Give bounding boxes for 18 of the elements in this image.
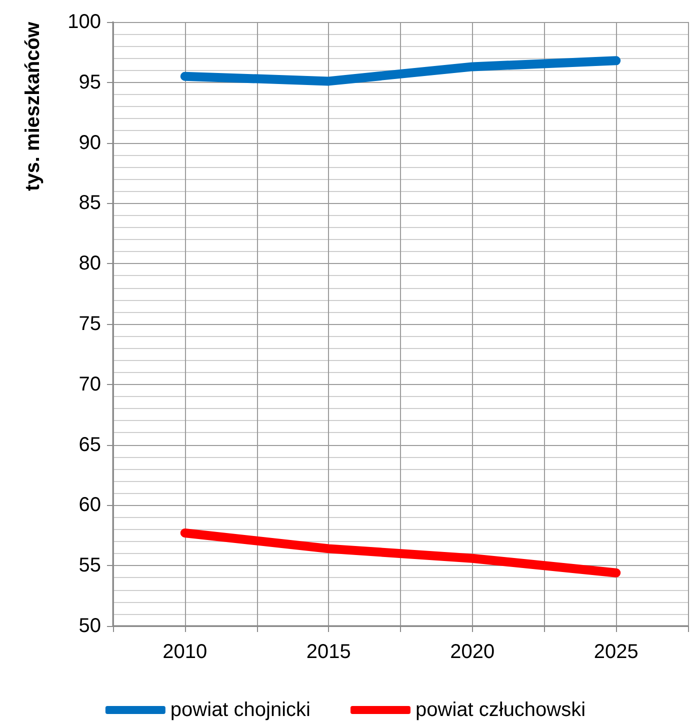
y-axis-title: tys. mieszkańców <box>22 22 44 191</box>
y-tick-label: 65 <box>78 434 101 456</box>
y-tick-label: 75 <box>78 313 101 335</box>
y-tick-label: 90 <box>78 132 101 154</box>
y-tick-label: 80 <box>78 252 101 275</box>
y-tick-label: 60 <box>78 494 101 516</box>
x-tick-label: 2025 <box>594 641 638 663</box>
legend-label: powiat chojnicki <box>170 699 311 721</box>
x-tick-label: 2020 <box>450 641 495 663</box>
y-tick-label: 55 <box>78 554 101 577</box>
y-tick-label: 70 <box>78 373 101 396</box>
x-tick-label: 2010 <box>162 641 208 663</box>
y-tick-label: 100 <box>68 11 101 33</box>
y-tick-label: 95 <box>78 71 101 94</box>
x-tick-label: 2015 <box>306 641 351 663</box>
y-tick-label: 50 <box>78 615 101 637</box>
legend-label: powiat człuchowski <box>416 699 586 721</box>
y-tick-label: 85 <box>78 192 101 214</box>
